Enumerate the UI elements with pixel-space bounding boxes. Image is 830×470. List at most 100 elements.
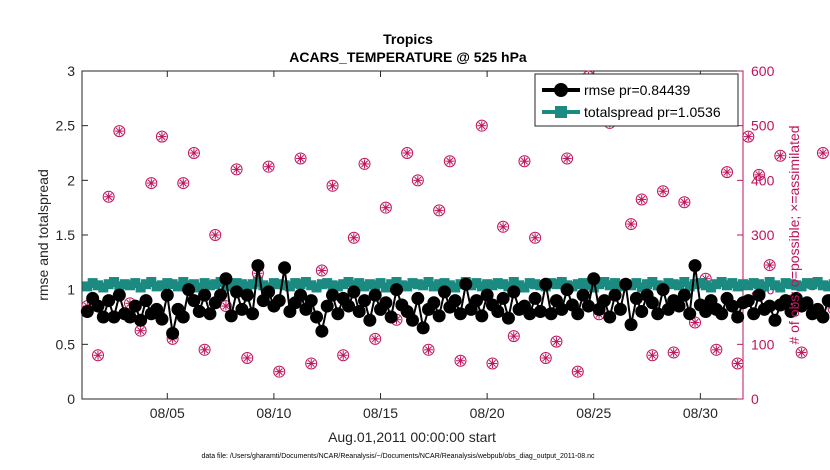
obs-assimilated-point	[573, 367, 583, 377]
rmse-point	[827, 297, 830, 309]
obs-possible-point	[497, 220, 510, 233]
rmse-point	[715, 307, 729, 321]
totalspread-point	[354, 278, 365, 289]
rmse-point	[384, 310, 398, 324]
obs-possible-point	[155, 130, 168, 143]
obs-assimilated-point	[381, 203, 391, 213]
totalspread-point	[114, 281, 125, 292]
obs-possible-point	[369, 332, 382, 345]
rmse-point	[246, 307, 260, 321]
rmse-point	[347, 285, 361, 299]
rmse-point	[619, 277, 633, 291]
totalspread-point	[311, 282, 322, 293]
totalspread-point	[188, 279, 199, 290]
totalspread-point	[444, 280, 455, 291]
rmse-point	[224, 309, 238, 323]
totalspread-point	[386, 279, 397, 290]
totalspread-point	[428, 281, 439, 292]
obs-assimilated-point	[317, 266, 327, 276]
y-tick-label-right: 300	[751, 227, 775, 243]
rmse-point	[581, 299, 595, 313]
totalspread-point	[610, 278, 621, 289]
y-axis-label-right: # of obs: o=possible; ×=assimilated	[786, 125, 802, 344]
x-tick-label: 08/05	[150, 405, 185, 421]
rmse-point	[656, 283, 670, 297]
obs-assimilated-point	[765, 260, 775, 270]
rmse-point	[453, 307, 467, 321]
totalspread-point	[578, 278, 589, 289]
obs-assimilated-point	[754, 170, 764, 180]
obs-possible-point	[635, 193, 648, 206]
rmse-point	[251, 259, 265, 273]
legend-rmse-marker	[554, 83, 568, 97]
totalspread-point	[738, 279, 748, 290]
totalspread-point	[140, 279, 151, 290]
totalspread-point	[775, 282, 786, 293]
obs-assimilated-point	[551, 337, 561, 347]
totalspread-point	[82, 281, 93, 292]
totalspread-point	[327, 280, 338, 291]
totalspread-point	[172, 281, 183, 292]
totalspread-point	[551, 279, 562, 290]
rmse-point	[629, 291, 643, 305]
obs-assimilated-point	[157, 132, 167, 142]
rmse-point	[96, 310, 110, 324]
totalspread-point	[434, 279, 445, 290]
totalspread-point	[823, 281, 830, 292]
totalspread-point	[450, 282, 461, 293]
totalspread-point	[668, 279, 679, 290]
obs-assimilated-point	[541, 353, 551, 363]
rmse-point	[406, 313, 419, 327]
rmse-point	[608, 288, 622, 302]
rmse-point	[763, 299, 777, 313]
obs-possible-point	[507, 330, 520, 343]
totalspread-point	[194, 282, 205, 293]
obs-possible-point	[816, 147, 829, 159]
obs-possible-point	[667, 346, 680, 359]
totalspread-point	[748, 278, 759, 289]
totalspread-point	[204, 280, 215, 291]
obs-possible-point	[230, 163, 243, 176]
obs-assimilated-point	[423, 345, 433, 355]
totalspread-point	[268, 278, 279, 289]
totalspread-point	[226, 280, 237, 291]
obs-assimilated-point	[242, 353, 252, 363]
rmse-point	[544, 307, 558, 321]
legend-spread-marker	[555, 106, 567, 118]
obs-possible-point	[337, 349, 350, 362]
obs-assimilated-point	[338, 350, 348, 360]
totalspread-point	[156, 280, 167, 291]
rmse-point	[688, 259, 702, 273]
obs-assimilated-point	[178, 178, 188, 188]
totalspread-point	[146, 277, 157, 288]
totalspread-point	[487, 280, 498, 291]
rmse-point	[752, 288, 766, 302]
totalspread-point	[471, 278, 482, 289]
obs-possible-point	[731, 357, 744, 370]
obs-possible-point	[518, 155, 531, 168]
totalspread-point	[716, 277, 727, 288]
totalspread-point	[364, 279, 375, 290]
rmse-point	[102, 294, 116, 308]
totalspread-point	[412, 279, 423, 290]
y-tick-label: 0	[67, 391, 75, 407]
rmse-point	[613, 302, 627, 316]
totalspread-point	[151, 281, 162, 292]
y-tick-label-right: 0	[751, 391, 759, 407]
rmse-point	[358, 294, 372, 308]
obs-assimilated-point	[93, 350, 103, 360]
obs-assimilated-point	[519, 156, 529, 166]
rmse-point	[507, 285, 521, 299]
totalspread-point	[391, 277, 402, 288]
totalspread-point	[247, 279, 258, 290]
rmse-point	[192, 305, 206, 319]
y-tick-label: 0.5	[56, 336, 76, 352]
totalspread-point	[684, 281, 695, 292]
rmse-point	[603, 310, 617, 324]
rmse-point	[187, 294, 201, 308]
totalspread-point	[663, 278, 674, 289]
obs-assimilated-point	[296, 153, 306, 163]
totalspread-point	[343, 277, 354, 288]
obs-possible-point	[529, 231, 542, 244]
totalspread-point	[711, 279, 722, 290]
